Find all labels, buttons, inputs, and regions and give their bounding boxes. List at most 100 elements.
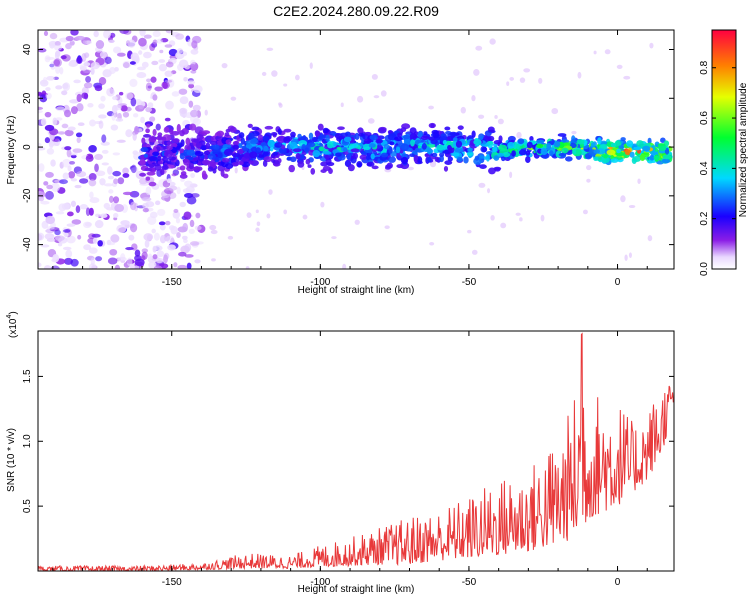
ridge-blob bbox=[661, 158, 671, 164]
ridge-blob bbox=[185, 137, 191, 146]
ridge-blob bbox=[400, 156, 409, 165]
ridge-blob bbox=[421, 135, 430, 141]
ridge-blob bbox=[189, 123, 197, 131]
noise-blob bbox=[266, 213, 271, 219]
noise-blob bbox=[157, 208, 166, 216]
ridge-blob bbox=[290, 131, 296, 138]
ridge-blob bbox=[276, 135, 286, 144]
ridge-blob bbox=[272, 151, 278, 156]
noise-blob bbox=[170, 226, 178, 235]
ridge-blob bbox=[356, 161, 363, 168]
ridge-blob bbox=[525, 150, 531, 156]
ridge-blob bbox=[231, 162, 239, 167]
noise-blob bbox=[190, 70, 197, 74]
noise-blob bbox=[500, 222, 507, 229]
noise-blob bbox=[119, 30, 129, 34]
ridge-blob bbox=[264, 125, 274, 130]
noise-blob bbox=[75, 205, 81, 213]
noise-blob bbox=[428, 105, 434, 110]
noise-blob bbox=[159, 49, 164, 54]
noise-blob bbox=[128, 234, 135, 241]
ridge-blob bbox=[662, 154, 672, 160]
noise-blob bbox=[107, 175, 115, 180]
noise-blob bbox=[494, 115, 498, 119]
noise-blob bbox=[356, 95, 364, 103]
noise-blob bbox=[159, 223, 166, 231]
noise-blob bbox=[122, 167, 129, 175]
ridge-blob bbox=[295, 152, 301, 160]
ridge-blob bbox=[251, 126, 260, 131]
noise-blob bbox=[138, 105, 144, 110]
ridge-blob bbox=[145, 128, 150, 134]
noise-blob bbox=[65, 35, 74, 42]
ridge-blob bbox=[515, 143, 520, 150]
noise-blob bbox=[163, 254, 169, 264]
noise-blob bbox=[153, 232, 160, 241]
noise-blob bbox=[190, 48, 199, 55]
x-tick-label: -50 bbox=[462, 577, 477, 588]
noise-blob bbox=[57, 131, 66, 135]
noise-blob bbox=[155, 200, 161, 206]
noise-blob bbox=[88, 247, 98, 254]
noise-blob bbox=[114, 264, 121, 269]
noise-blob bbox=[77, 122, 85, 127]
noise-blob bbox=[38, 196, 45, 202]
noise-blob bbox=[53, 58, 62, 68]
ridge-blob bbox=[432, 130, 440, 139]
ridge-blob bbox=[326, 161, 335, 167]
ridge-blob bbox=[354, 132, 360, 140]
noise-blob bbox=[145, 82, 152, 92]
noise-blob bbox=[152, 94, 158, 101]
noise-blob bbox=[94, 153, 103, 161]
y-tick-label: 0 bbox=[22, 144, 33, 150]
ridge-blob bbox=[549, 150, 554, 157]
ridge-blob bbox=[144, 167, 153, 172]
noise-blob bbox=[278, 102, 282, 106]
noise-blob bbox=[75, 132, 83, 138]
noise-blob bbox=[44, 137, 51, 144]
ridge-blob bbox=[603, 154, 608, 159]
ridge-blob bbox=[572, 148, 577, 155]
noise-blob bbox=[76, 136, 81, 144]
noise-blob bbox=[637, 178, 641, 184]
noise-blob bbox=[45, 190, 54, 200]
noise-blob bbox=[40, 244, 50, 248]
noise-blob bbox=[176, 232, 181, 238]
ridge-blob bbox=[487, 126, 495, 133]
ridge-blob bbox=[281, 144, 286, 150]
ridge-blob bbox=[195, 142, 202, 149]
noise-blob bbox=[604, 49, 611, 55]
x-tick-label: 0 bbox=[615, 277, 621, 288]
ridge-blob bbox=[317, 123, 324, 131]
noise-blob bbox=[209, 224, 217, 231]
noise-blob bbox=[100, 213, 108, 218]
noise-blob bbox=[161, 81, 170, 90]
ridge-blob bbox=[307, 142, 316, 148]
noise-blob bbox=[342, 263, 347, 269]
noise-blob bbox=[582, 209, 588, 215]
ridge-blob bbox=[497, 152, 505, 157]
noise-blob bbox=[73, 79, 81, 84]
ridge-blob bbox=[511, 150, 516, 157]
ridge-blob bbox=[487, 140, 494, 145]
ridge-blob bbox=[553, 140, 561, 148]
noise-blob bbox=[100, 141, 110, 146]
noise-blob bbox=[234, 167, 238, 174]
noise-blob bbox=[95, 170, 106, 177]
ridge-blob bbox=[396, 164, 404, 169]
noise-blob bbox=[85, 207, 91, 217]
ridge-blob bbox=[243, 152, 251, 159]
noise-blob bbox=[167, 244, 176, 251]
ridge-blob bbox=[380, 152, 389, 158]
noise-blob bbox=[38, 48, 47, 53]
noise-blob bbox=[90, 61, 100, 70]
noise-blob bbox=[190, 172, 195, 179]
ridge-blob bbox=[343, 136, 352, 143]
noise-blob bbox=[473, 69, 480, 76]
ridge-blob bbox=[157, 155, 162, 162]
ridge-blob bbox=[322, 151, 332, 155]
ridge-blob bbox=[179, 165, 186, 171]
ridge-blob bbox=[246, 140, 251, 145]
ridge-blob bbox=[474, 155, 479, 161]
noise-blob bbox=[119, 91, 124, 96]
